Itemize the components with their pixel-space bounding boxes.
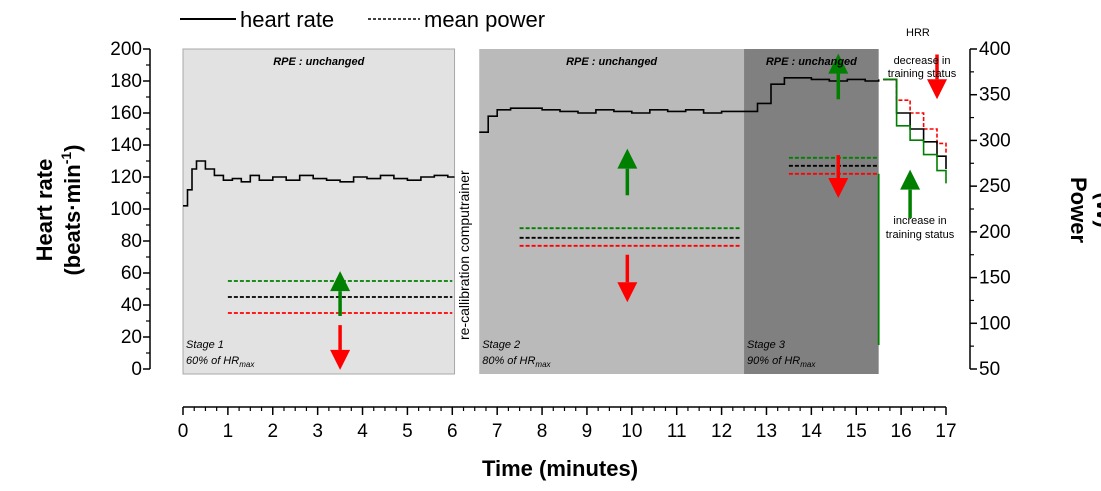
y2-axis-title-line1: Power — [1066, 177, 1091, 243]
y-axis-title-sup: -1 — [58, 152, 74, 165]
stage-backgrounds — [182, 48, 879, 375]
y2-tick-label-400: 400 — [979, 39, 1011, 60]
hrr-line-3 — [883, 78, 947, 184]
x-tick-label-10: 10 — [621, 421, 642, 442]
arrow-5-head — [828, 53, 849, 74]
stage-3-label: Stage 3 — [747, 339, 786, 351]
x-tick-label-0: 0 — [178, 421, 189, 442]
stage-1-rpe-label: RPE : unchanged — [273, 56, 364, 68]
x-tick-label-11: 11 — [667, 421, 687, 442]
decrease-label-1: decrease in — [894, 55, 951, 67]
y-tick-label-60: 60 — [121, 263, 142, 284]
x-tick-label-6: 6 — [447, 421, 458, 442]
recalibration-label: re-callibration computrainer — [456, 170, 472, 340]
stage-2-percent-label: 80% of HRmax — [482, 355, 551, 369]
arrow-7-head — [927, 79, 948, 100]
heart-rate-segment-1 — [183, 160, 455, 207]
arrow-6-head — [828, 178, 849, 199]
y2-tick-label-50: 50 — [979, 359, 1000, 380]
stage-3-rpe-label: RPE : unchanged — [766, 56, 857, 68]
arrow-2-head — [330, 349, 351, 370]
x-tick-label-14: 14 — [801, 421, 823, 442]
decrease-label-2: training status — [888, 68, 957, 80]
increase-label-1: increase in — [893, 215, 946, 227]
y2-axis-title-line2: (W) — [1092, 192, 1101, 227]
y-tick-label-100: 100 — [110, 199, 142, 220]
x-tick-label-12: 12 — [711, 421, 732, 442]
stage-2-label: Stage 2 — [482, 339, 520, 351]
increase-label-2: training status — [886, 229, 955, 241]
hrr-label: HRR — [906, 27, 930, 39]
arrow-3-head — [617, 148, 638, 169]
x-axis-title: Time (minutes) — [482, 456, 638, 481]
x-tick-label-4: 4 — [357, 421, 368, 442]
x-tick-label-15: 15 — [846, 421, 867, 442]
stage-2-rpe-label: RPE : unchanged — [566, 56, 657, 68]
stage-1-label: Stage 1 — [186, 339, 224, 351]
x-tick-label-17: 17 — [935, 421, 956, 442]
y2-tick-label-150: 150 — [979, 268, 1011, 289]
x-tick-label-5: 5 — [402, 421, 413, 442]
stage-1-background — [182, 48, 456, 375]
y2-tick-label-200: 200 — [979, 222, 1011, 243]
arrow-1-head — [330, 271, 351, 292]
y-axis-title-line2: (beats·min-1) — [58, 144, 85, 275]
y-tick-label-200: 200 — [110, 39, 142, 60]
stage-labels: RPE : unchanged Stage 1 60% of HRmax RPE : … — [186, 56, 857, 369]
legend-heart-rate-label: heart rate — [240, 7, 334, 32]
y-tick-label-140: 140 — [110, 135, 142, 156]
hrr-lines — [883, 78, 947, 184]
x-tick-label-13: 13 — [756, 421, 777, 442]
x-tick-label-3: 3 — [312, 421, 323, 442]
legend-mean-power-label: mean power — [424, 7, 545, 32]
arrow-8-head — [900, 169, 921, 190]
x-tick-label-8: 8 — [537, 421, 548, 442]
y-tick-label-20: 20 — [121, 327, 142, 348]
y-tick-label-120: 120 — [110, 167, 142, 188]
y2-tick-label-350: 350 — [979, 85, 1011, 106]
y2-tick-label-100: 100 — [979, 313, 1011, 334]
axes: 0204060801001201401601802005010015020025… — [110, 39, 1010, 442]
stage-2-background — [479, 49, 745, 374]
arrows — [330, 53, 948, 370]
arrow-4-head — [617, 282, 638, 303]
stage-3-percent-label: 90% of HRmax — [747, 355, 816, 369]
y-axis-title-line1: Heart rate — [32, 159, 57, 262]
y-tick-label-0: 0 — [131, 359, 142, 380]
x-tick-label-16: 16 — [891, 421, 912, 442]
heart-rate-series — [183, 77, 880, 207]
y-tick-label-180: 180 — [110, 71, 142, 92]
y-tick-label-40: 40 — [121, 295, 142, 316]
y2-tick-label-250: 250 — [979, 176, 1011, 197]
power-level-lines — [227, 156, 880, 345]
x-tick-label-2: 2 — [267, 421, 278, 442]
stage-1-percent-label: 60% of HRmax — [186, 355, 255, 369]
y-tick-label-80: 80 — [121, 231, 142, 252]
x-tick-label-7: 7 — [492, 421, 503, 442]
y2-tick-label-300: 300 — [979, 130, 1011, 151]
stage-3-background — [744, 49, 879, 374]
x-tick-label-9: 9 — [582, 421, 593, 442]
y-tick-label-160: 160 — [110, 103, 142, 124]
x-tick-label-1: 1 — [223, 421, 234, 442]
heart-rate-segment-2 — [479, 77, 880, 133]
